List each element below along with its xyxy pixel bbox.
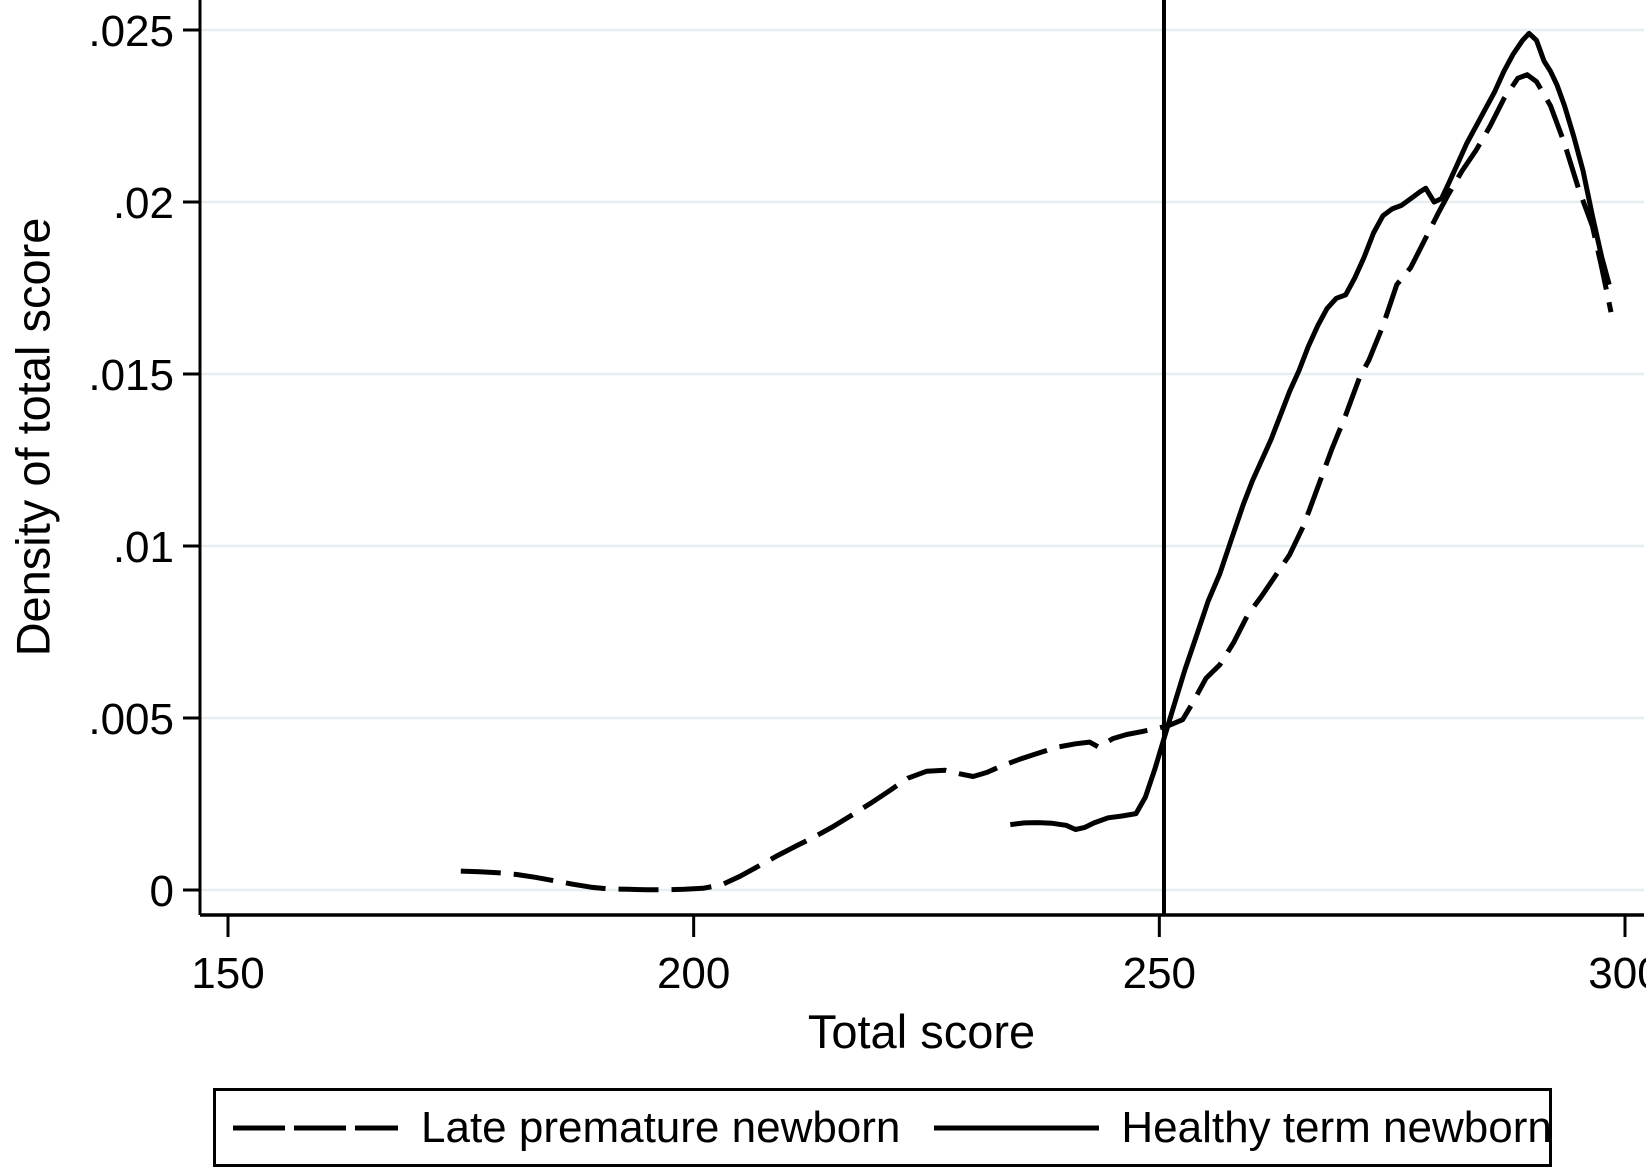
x-tick-label: 250 <box>1123 949 1196 998</box>
y-axis-title: Density of total score <box>6 217 60 657</box>
y-tick-label: .02 <box>113 179 174 228</box>
legend-entry-late-premature-newborn: Late premature newborn <box>233 1103 900 1153</box>
axis-layer: 0 .005 .01 .015 .02 .025 150 200 250 300 <box>88 0 1646 998</box>
legend: Late premature newborn Healthy term newb… <box>213 1088 1552 1167</box>
y-tick-label: .01 <box>113 523 174 572</box>
x-tick-label: 200 <box>657 949 730 998</box>
legend-label-late-premature-newborn: Late premature newborn <box>421 1102 901 1152</box>
y-tick-label: .005 <box>88 695 174 744</box>
y-tick-label: 0 <box>150 867 174 916</box>
series-line-late-premature-newborn <box>460 72 1614 893</box>
legend-entry-healthy-term-newborn: Healthy term newborn <box>934 1102 1552 1153</box>
y-tick-label: .015 <box>88 351 174 400</box>
solid-line-sample-icon <box>934 1125 1100 1130</box>
x-tick-label: 300 <box>1588 949 1646 998</box>
x-tick-label: 150 <box>191 949 264 998</box>
y-tick-label: .025 <box>88 7 174 56</box>
grid-layer <box>200 28 1644 892</box>
dashed-line-sample-icon <box>233 1125 398 1130</box>
x-axis-title: Total score <box>807 1005 1036 1058</box>
series-line-healthy-term-newborn <box>1009 30 1612 832</box>
curve-layer <box>460 30 1614 893</box>
legend-label-healthy-term-newborn: Healthy term newborn <box>1121 1102 1552 1152</box>
